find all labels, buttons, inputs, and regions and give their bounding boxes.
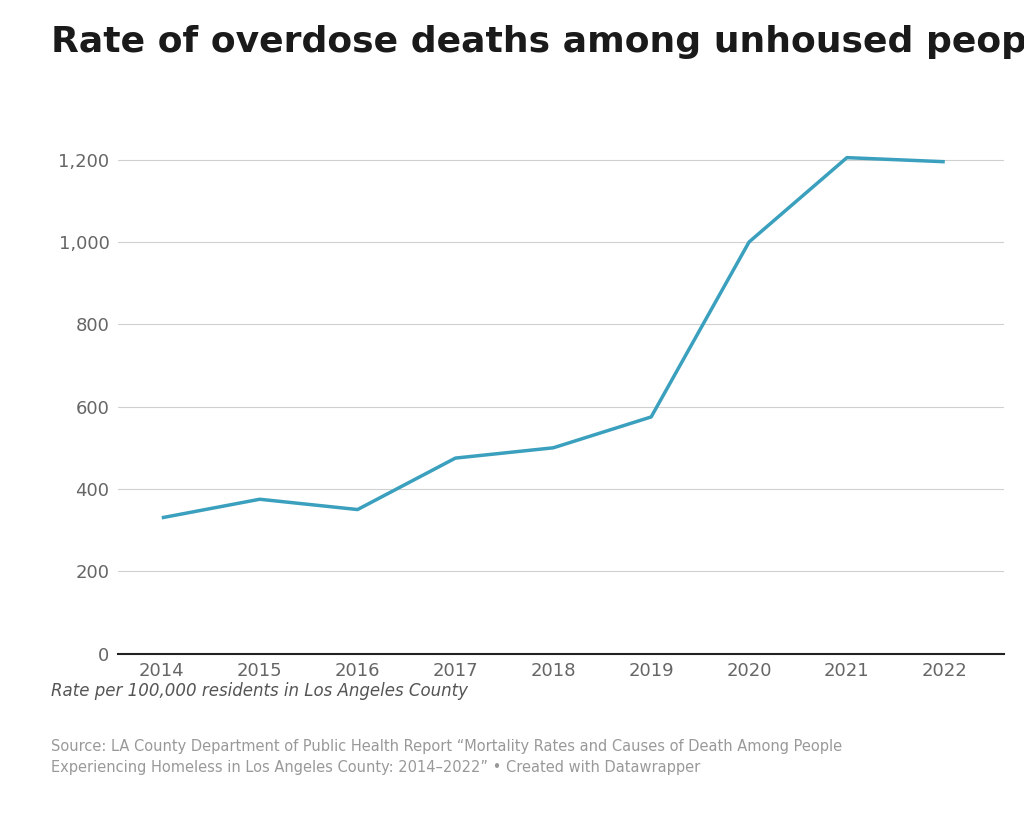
Text: Rate of overdose deaths among unhoused people: Rate of overdose deaths among unhoused p… — [51, 25, 1024, 59]
Text: Rate per 100,000 residents in Los Angeles County: Rate per 100,000 residents in Los Angele… — [51, 682, 468, 700]
Text: Source: LA County Department of Public Health Report “Mortality Rates and Causes: Source: LA County Department of Public H… — [51, 739, 843, 775]
